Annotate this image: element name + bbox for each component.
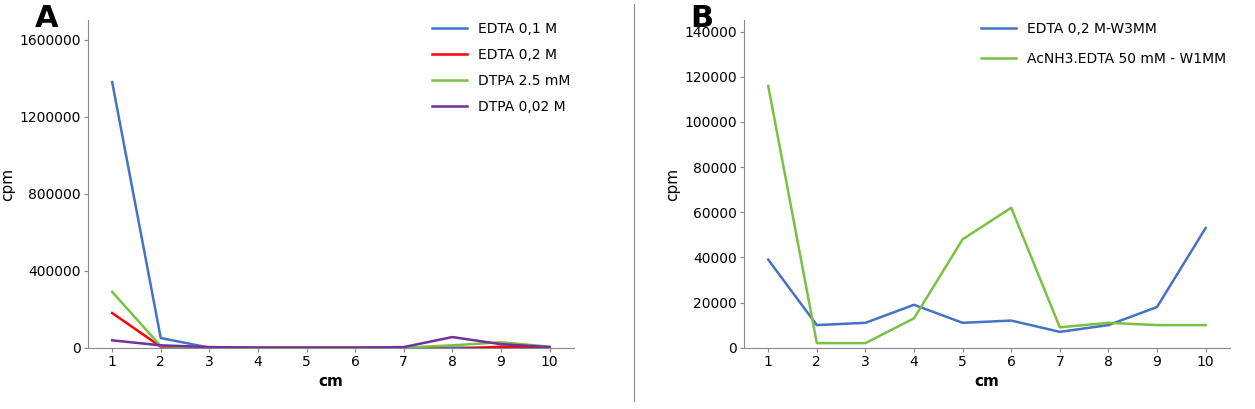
EDTA 0,2 M — [493, 344, 508, 349]
DTPA 2.5 mM — [104, 290, 119, 294]
AcNH3.EDTA 50 mM - W1MM — [1052, 325, 1067, 330]
AcNH3.EDTA 50 mM - W1MM — [955, 237, 970, 242]
Text: B: B — [690, 4, 714, 33]
DTPA 2.5 mM — [299, 345, 314, 350]
DTPA 0,02 M — [153, 343, 168, 348]
DTPA 2.5 mM — [348, 345, 363, 350]
EDTA 0,1 M — [348, 345, 363, 350]
Legend: EDTA 0,2 M-W3MM, AcNH3.EDTA 50 mM - W1MM: EDTA 0,2 M-W3MM, AcNH3.EDTA 50 mM - W1MM — [976, 17, 1232, 71]
AcNH3.EDTA 50 mM - W1MM — [1199, 323, 1214, 328]
DTPA 2.5 mM — [153, 344, 168, 348]
DTPA 0,02 M — [299, 345, 314, 350]
EDTA 0,1 M — [299, 345, 314, 350]
AcNH3.EDTA 50 mM - W1MM — [1150, 323, 1165, 328]
AcNH3.EDTA 50 mM - W1MM — [1004, 205, 1019, 210]
EDTA 0,2 M-W3MM — [761, 257, 776, 262]
DTPA 0,02 M — [104, 338, 119, 343]
EDTA 0,2 M — [397, 345, 412, 350]
Y-axis label: cpm: cpm — [0, 168, 15, 200]
DTPA 2.5 mM — [444, 343, 459, 348]
AcNH3.EDTA 50 mM - W1MM — [761, 83, 776, 88]
EDTA 0,2 M — [153, 344, 168, 349]
DTPA 2.5 mM — [542, 344, 557, 349]
EDTA 0,1 M — [251, 345, 266, 350]
EDTA 0,1 M — [202, 345, 217, 350]
Line: EDTA 0,2 M: EDTA 0,2 M — [112, 313, 550, 349]
EDTA 0,2 M — [542, 345, 557, 350]
EDTA 0,2 M-W3MM — [809, 323, 825, 328]
DTPA 0,02 M — [493, 342, 508, 347]
EDTA 0,2 M — [251, 345, 266, 350]
EDTA 0,2 M-W3MM — [906, 302, 921, 307]
AcNH3.EDTA 50 mM - W1MM — [858, 341, 873, 346]
X-axis label: cm: cm — [319, 374, 344, 389]
EDTA 0,2 M-W3MM — [1150, 305, 1165, 310]
EDTA 0,1 M — [444, 345, 459, 350]
Line: AcNH3.EDTA 50 mM - W1MM: AcNH3.EDTA 50 mM - W1MM — [768, 86, 1206, 343]
AcNH3.EDTA 50 mM - W1MM — [1101, 320, 1116, 325]
Legend: EDTA 0,1 M, EDTA 0,2 M, DTPA 2.5 mM, DTPA 0,02 M: EDTA 0,1 M, EDTA 0,2 M, DTPA 2.5 mM, DTP… — [427, 17, 576, 119]
EDTA 0,2 M-W3MM — [1101, 323, 1116, 328]
DTPA 0,02 M — [397, 345, 412, 350]
DTPA 2.5 mM — [397, 345, 412, 350]
EDTA 0,2 M — [444, 347, 459, 352]
EDTA 0,1 M — [493, 345, 508, 350]
Text: A: A — [34, 4, 58, 33]
AcNH3.EDTA 50 mM - W1MM — [906, 316, 921, 321]
DTPA 0,02 M — [444, 335, 459, 339]
Line: DTPA 0,02 M: DTPA 0,02 M — [112, 337, 550, 348]
EDTA 0,2 M-W3MM — [858, 320, 873, 325]
EDTA 0,2 M-W3MM — [1004, 318, 1019, 323]
EDTA 0,1 M — [542, 345, 557, 350]
DTPA 2.5 mM — [493, 340, 508, 345]
EDTA 0,1 M — [104, 80, 119, 85]
EDTA 0,1 M — [397, 345, 412, 350]
EDTA 0,2 M-W3MM — [1052, 329, 1067, 334]
Y-axis label: cpm: cpm — [665, 168, 680, 200]
EDTA 0,2 M — [202, 345, 217, 350]
EDTA 0,1 M — [153, 335, 168, 340]
EDTA 0,2 M — [104, 310, 119, 315]
DTPA 2.5 mM — [251, 345, 266, 350]
Line: EDTA 0,2 M-W3MM: EDTA 0,2 M-W3MM — [768, 228, 1206, 332]
DTPA 0,02 M — [348, 345, 363, 350]
Line: EDTA 0,1 M: EDTA 0,1 M — [112, 82, 550, 348]
X-axis label: cm: cm — [974, 374, 999, 389]
Line: DTPA 2.5 mM: DTPA 2.5 mM — [112, 292, 550, 348]
DTPA 0,02 M — [542, 345, 557, 350]
DTPA 2.5 mM — [202, 345, 217, 350]
EDTA 0,2 M-W3MM — [1199, 226, 1214, 231]
EDTA 0,2 M — [299, 345, 314, 350]
AcNH3.EDTA 50 mM - W1MM — [809, 341, 825, 346]
EDTA 0,2 M — [348, 345, 363, 350]
EDTA 0,2 M-W3MM — [955, 320, 970, 325]
DTPA 0,02 M — [251, 345, 266, 350]
DTPA 0,02 M — [202, 345, 217, 350]
